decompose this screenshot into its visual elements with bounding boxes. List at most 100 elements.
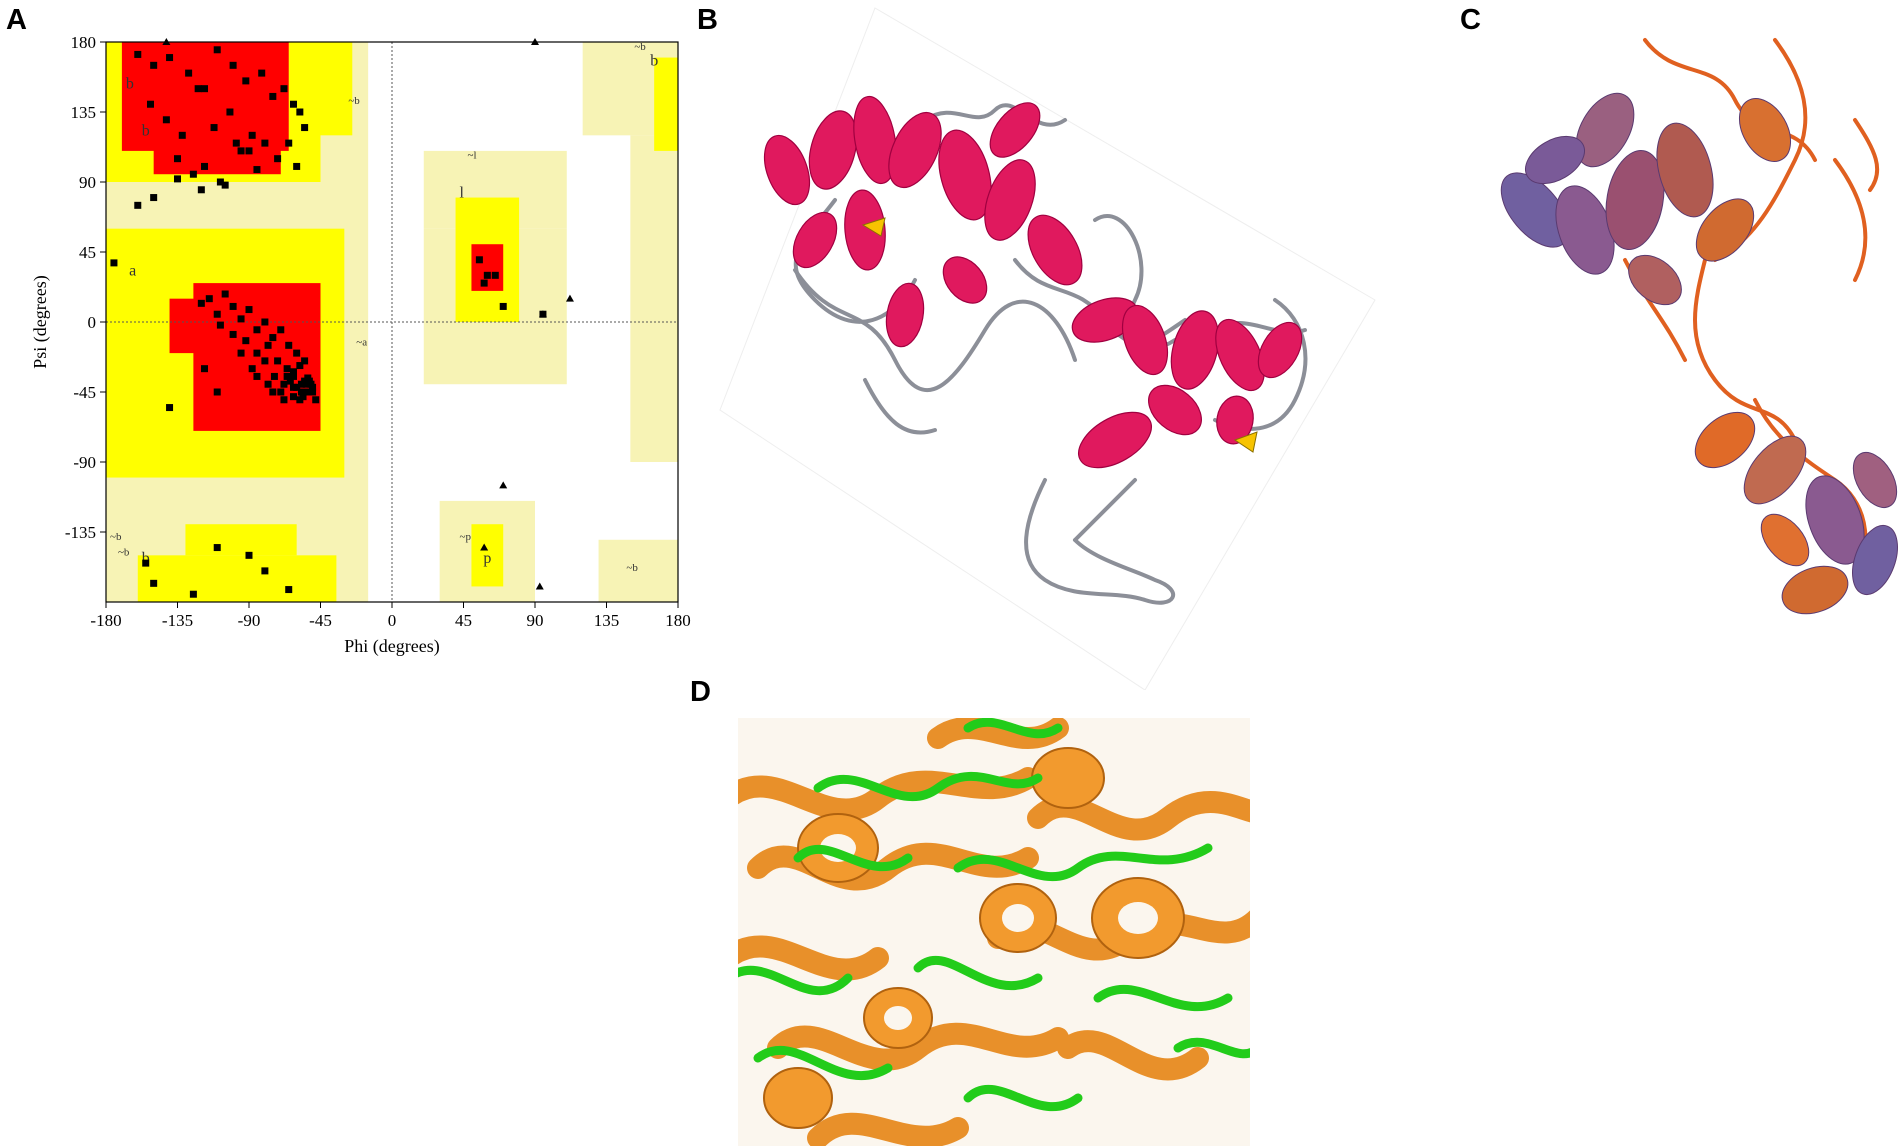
data-point (166, 54, 174, 62)
data-point (242, 337, 250, 345)
data-point (304, 374, 312, 382)
data-point (194, 85, 202, 93)
data-point (237, 349, 245, 357)
ramachandran-region-labels: b ~b ~b b b ~b ~l l a ~a ~b b ~p p ~b (110, 41, 658, 574)
data-point (261, 357, 269, 365)
data-point (213, 388, 221, 396)
region-label: ~b (348, 95, 360, 107)
region-label: a (129, 262, 136, 279)
region-label: p (483, 550, 491, 567)
data-point (280, 85, 288, 93)
data-point (213, 46, 221, 54)
data-point-triangle (480, 543, 489, 551)
region-disallowed (415, 42, 535, 58)
data-point (229, 302, 237, 310)
data-point (264, 341, 272, 349)
data-point (269, 388, 277, 396)
data-point (483, 271, 491, 279)
data-point (253, 326, 261, 334)
region-label: l (460, 185, 465, 202)
panel-letter-a: A (6, 4, 27, 36)
data-point (261, 139, 269, 147)
y-tick-label: -45 (73, 383, 96, 402)
data-point (245, 551, 253, 559)
region-core (121, 42, 289, 151)
data-point (197, 186, 205, 194)
green-ribbons (738, 718, 1250, 1112)
data-point (499, 302, 507, 310)
data-point (201, 85, 209, 93)
region-generous (598, 539, 678, 602)
data-point (289, 372, 297, 380)
region-label: b (142, 550, 150, 567)
region-label: ~l (468, 150, 477, 162)
data-point (110, 259, 118, 267)
data-point (242, 77, 250, 85)
region-label: b (126, 76, 134, 93)
region-label: b (650, 52, 658, 69)
protein-structure-b (719, 7, 1376, 690)
data-point (293, 162, 301, 170)
data-point (178, 131, 186, 139)
data-point (283, 365, 291, 373)
data-point (201, 162, 209, 170)
region-allowed (137, 555, 337, 602)
helices-c (1500, 92, 1898, 615)
x-tick-label: -45 (309, 611, 332, 630)
panel-letter-c: C (1460, 4, 1481, 36)
data-point (304, 388, 312, 396)
data-point (221, 181, 229, 189)
region-allowed (471, 524, 504, 587)
data-point (274, 357, 282, 365)
data-point (280, 396, 288, 404)
data-point (301, 357, 309, 365)
y-tick-label: -135 (65, 523, 96, 542)
data-point (277, 326, 285, 334)
data-point (174, 155, 181, 163)
data-point (289, 100, 297, 108)
data-point (253, 166, 261, 174)
data-point (166, 404, 174, 412)
superposition-d (738, 718, 1250, 1146)
panel-letter-b: B (697, 4, 718, 36)
data-point (229, 330, 237, 338)
y-axis-label: Psi (degrees) (30, 275, 51, 368)
data-point (221, 290, 229, 298)
data-point-triangle (535, 582, 544, 590)
data-point (491, 271, 499, 279)
data-point (134, 201, 142, 209)
y-tick-label: 45 (79, 243, 96, 262)
protein-structure-c (1500, 38, 1898, 615)
data-point (269, 334, 277, 342)
data-point (261, 318, 269, 326)
data-point (296, 362, 304, 370)
data-point (248, 365, 256, 373)
data-point (299, 393, 307, 401)
y-tick-label: 180 (71, 33, 97, 52)
region-label: ~b (118, 546, 130, 558)
data-point (480, 279, 488, 287)
data-point-triangle (538, 310, 547, 318)
data-point (245, 306, 253, 314)
data-point (142, 559, 150, 567)
panel-letter-d: D (690, 676, 711, 708)
data-point (174, 175, 181, 183)
data-point (297, 380, 305, 388)
data-point (261, 567, 269, 575)
data-point (297, 388, 305, 396)
ramachandran-zero-lines (106, 42, 678, 602)
data-point (307, 380, 315, 388)
data-point (213, 544, 221, 552)
data-point (237, 315, 245, 323)
data-point (232, 139, 240, 147)
data-point (185, 69, 193, 77)
x-tick-label: -135 (162, 611, 193, 630)
data-point (189, 170, 197, 178)
data-point (296, 108, 304, 116)
data-point (286, 377, 294, 385)
x-tick-label: 45 (455, 611, 472, 630)
data-point (189, 590, 197, 598)
data-point (201, 365, 209, 373)
data-point (197, 299, 205, 307)
data-point (213, 310, 221, 318)
